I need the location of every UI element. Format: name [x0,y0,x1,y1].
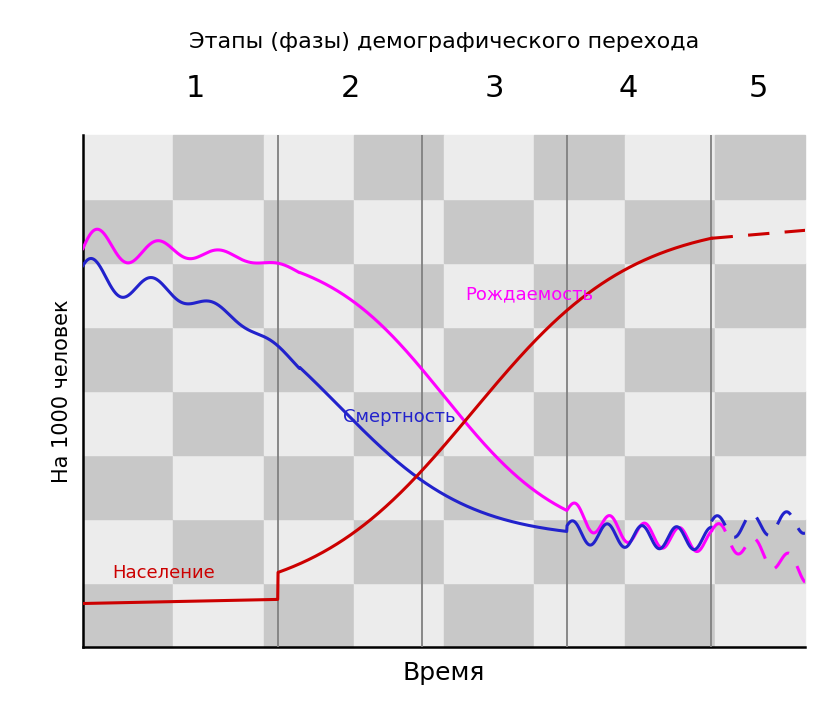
Bar [264,263,354,327]
Y-axis label: На 1000 человек: На 1000 человек [52,299,72,483]
Text: Население: Население [112,564,215,582]
Bar [444,135,535,199]
Bar [173,583,264,647]
Bar [535,263,625,327]
Bar [173,199,264,263]
Bar [83,263,173,327]
Bar [715,199,805,263]
Bar [624,199,715,263]
Bar [715,327,805,391]
Bar [715,583,805,647]
Bar [715,519,805,583]
X-axis label: Время: Время [403,661,486,685]
Bar [264,583,354,647]
Text: 1: 1 [185,74,205,103]
Text: Рождаемость: Рождаемость [466,285,593,303]
Bar [83,455,173,519]
Bar [715,263,805,327]
Bar [535,583,625,647]
Bar [715,455,805,519]
Bar [173,455,264,519]
Bar [444,327,535,391]
Bar [354,135,444,199]
Bar [264,199,354,263]
Bar [624,327,715,391]
Text: 3: 3 [485,74,505,103]
Bar [264,455,354,519]
Bar [624,519,715,583]
Bar [83,391,173,455]
Bar [535,327,625,391]
Text: Этапы (фазы) демографического перехода: Этапы (фазы) демографического перехода [189,32,699,52]
Bar [624,455,715,519]
Bar [354,583,444,647]
Bar [264,519,354,583]
Bar [444,199,535,263]
Bar [354,327,444,391]
Bar [624,135,715,199]
Bar [535,455,625,519]
Bar [715,391,805,455]
Bar [173,135,264,199]
Bar [173,327,264,391]
Bar [624,263,715,327]
Bar [264,135,354,199]
Bar [535,199,625,263]
Text: Смертность: Смертность [343,408,456,426]
Bar [624,583,715,647]
Bar [354,391,444,455]
Bar [535,519,625,583]
Bar [624,391,715,455]
Bar [173,519,264,583]
Bar [83,135,173,199]
Bar [444,391,535,455]
Bar [535,135,625,199]
Bar [444,455,535,519]
Bar [264,391,354,455]
Bar [354,263,444,327]
Bar [535,391,625,455]
Bar [444,583,535,647]
Bar [83,327,173,391]
Text: 4: 4 [618,74,638,103]
Bar [83,519,173,583]
Bar [354,199,444,263]
Bar [264,327,354,391]
Bar [354,455,444,519]
Text: 2: 2 [340,74,360,103]
Bar [173,391,264,455]
Bar [354,519,444,583]
Bar [83,583,173,647]
Text: 5: 5 [749,74,768,103]
Bar [83,199,173,263]
Bar [444,519,535,583]
Bar [444,263,535,327]
Bar [173,263,264,327]
Bar [715,135,805,199]
